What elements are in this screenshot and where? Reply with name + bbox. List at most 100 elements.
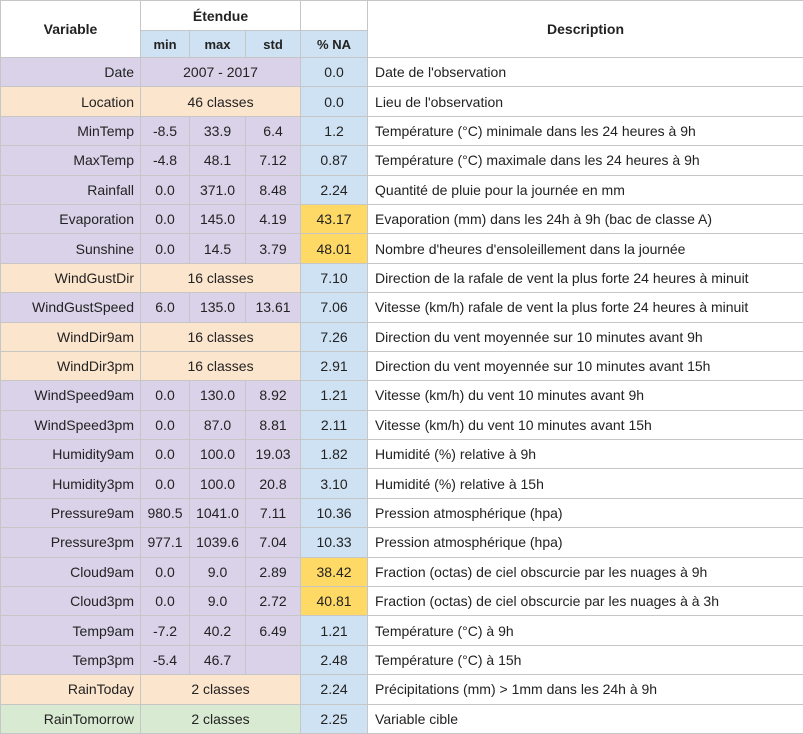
- na-percent-cell: 2.48: [301, 645, 368, 674]
- min-cell: 0.0: [141, 175, 190, 204]
- variable-name-cell: Cloud9am: [1, 557, 141, 586]
- max-cell: 9.0: [190, 557, 246, 586]
- na-percent-cell: 10.36: [301, 498, 368, 527]
- description-cell: Variable cible: [368, 704, 803, 733]
- variable-name-cell: Temp3pm: [1, 645, 141, 674]
- max-cell: 14.5: [190, 234, 246, 263]
- variable-name-cell: Evaporation: [1, 204, 141, 233]
- description-cell: Pression atmosphérique (hpa): [368, 528, 803, 557]
- max-cell: 1041.0: [190, 498, 246, 527]
- min-cell: 0.0: [141, 469, 190, 498]
- max-cell: 100.0: [190, 440, 246, 469]
- min-cell: 0.0: [141, 410, 190, 439]
- max-cell: 145.0: [190, 204, 246, 233]
- na-percent-cell: 3.10: [301, 469, 368, 498]
- max-cell: 33.9: [190, 116, 246, 145]
- description-cell: Vitesse (km/h) rafale de vent la plus fo…: [368, 293, 803, 322]
- max-cell: 40.2: [190, 616, 246, 645]
- na-percent-cell: 0.0: [301, 58, 368, 87]
- variable-name-cell: WindSpeed3pm: [1, 410, 141, 439]
- min-cell: 977.1: [141, 528, 190, 557]
- na-percent-cell: 2.25: [301, 704, 368, 733]
- min-cell: 0.0: [141, 381, 190, 410]
- variable-name-cell: MinTemp: [1, 116, 141, 145]
- na-percent-cell: 2.24: [301, 175, 368, 204]
- na-percent-cell: 2.24: [301, 675, 368, 704]
- std-cell: 2.89: [246, 557, 301, 586]
- std-cell: 3.79: [246, 234, 301, 263]
- description-cell: Direction du vent moyennée sur 10 minute…: [368, 322, 803, 351]
- description-cell: Fraction (octas) de ciel obscurcie par l…: [368, 587, 803, 616]
- min-cell: 6.0: [141, 293, 190, 322]
- na-percent-cell: 2.11: [301, 410, 368, 439]
- header-description: Description: [368, 1, 803, 58]
- max-cell: 46.7: [190, 645, 246, 674]
- description-cell: Température (°C) à 9h: [368, 616, 803, 645]
- variable-name-cell: Location: [1, 87, 141, 116]
- variable-name-cell: WindDir9am: [1, 322, 141, 351]
- description-cell: Nombre d'heures d'ensoleillement dans la…: [368, 234, 803, 263]
- variable-name-cell: Temp9am: [1, 616, 141, 645]
- description-cell: Température (°C) minimale dans les 24 he…: [368, 116, 803, 145]
- na-percent-cell: 7.06: [301, 293, 368, 322]
- range-cell: 2 classes: [141, 704, 301, 733]
- variable-name-cell: Pressure9am: [1, 498, 141, 527]
- variable-name-cell: Rainfall: [1, 175, 141, 204]
- variable-name-cell: RainTomorrow: [1, 704, 141, 733]
- variable-name-cell: Sunshine: [1, 234, 141, 263]
- max-cell: 9.0: [190, 587, 246, 616]
- description-cell: Température (°C) à 15h: [368, 645, 803, 674]
- variable-name-cell: WindGustDir: [1, 263, 141, 292]
- std-cell: 7.04: [246, 528, 301, 557]
- std-cell: 7.12: [246, 146, 301, 175]
- std-cell: 6.49: [246, 616, 301, 645]
- description-cell: Humidité (%) relative à 9h: [368, 440, 803, 469]
- max-cell: 87.0: [190, 410, 246, 439]
- std-cell: [246, 645, 301, 674]
- std-cell: 4.19: [246, 204, 301, 233]
- na-percent-cell: 10.33: [301, 528, 368, 557]
- std-cell: 7.11: [246, 498, 301, 527]
- header-etendue: Étendue: [141, 1, 301, 31]
- na-percent-cell: 1.82: [301, 440, 368, 469]
- description-cell: Direction du vent moyennée sur 10 minute…: [368, 351, 803, 380]
- std-cell: 8.92: [246, 381, 301, 410]
- header-min: min: [141, 31, 190, 58]
- std-cell: 20.8: [246, 469, 301, 498]
- variable-name-cell: Date: [1, 58, 141, 87]
- min-cell: 980.5: [141, 498, 190, 527]
- na-percent-cell: 48.01: [301, 234, 368, 263]
- min-cell: -5.4: [141, 645, 190, 674]
- min-cell: -7.2: [141, 616, 190, 645]
- na-percent-cell: 7.10: [301, 263, 368, 292]
- variable-name-cell: Humidity3pm: [1, 469, 141, 498]
- description-cell: Humidité (%) relative à 15h: [368, 469, 803, 498]
- max-cell: 371.0: [190, 175, 246, 204]
- description-cell: Lieu de l'observation: [368, 87, 803, 116]
- max-cell: 48.1: [190, 146, 246, 175]
- std-cell: 6.4: [246, 116, 301, 145]
- variable-name-cell: Pressure3pm: [1, 528, 141, 557]
- description-cell: Evaporation (mm) dans les 24h à 9h (bac …: [368, 204, 803, 233]
- description-cell: Pression atmosphérique (hpa): [368, 498, 803, 527]
- range-cell: 16 classes: [141, 351, 301, 380]
- min-cell: 0.0: [141, 557, 190, 586]
- na-percent-cell: 1.2: [301, 116, 368, 145]
- na-percent-cell: 1.21: [301, 381, 368, 410]
